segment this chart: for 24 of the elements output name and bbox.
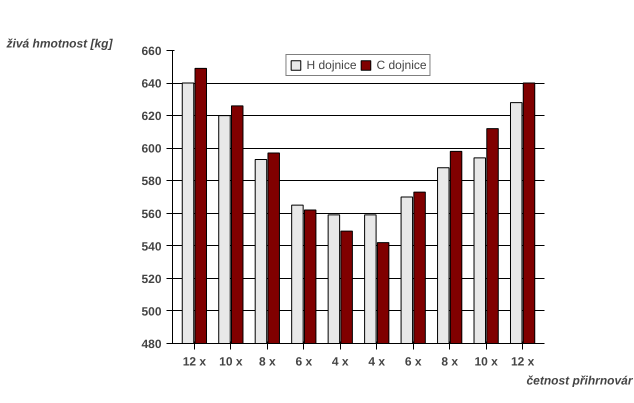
legend-label: H dojnice: [306, 58, 356, 72]
y-tick-label: 540: [141, 239, 162, 254]
y-tick-label: 560: [141, 206, 162, 221]
y-tick-label: 520: [141, 272, 162, 286]
x-tick-label: 8 x: [258, 354, 276, 368]
x-tick-label: 12 x: [182, 354, 206, 368]
y-tick-label: 580: [141, 174, 162, 188]
y-tick-label: 600: [141, 142, 162, 156]
x-tick-label: 6 x: [404, 354, 422, 368]
x-tick-label: 6 x: [295, 354, 312, 368]
y-tick-label: 500: [141, 304, 162, 318]
x-tick-label: 10 x: [474, 354, 498, 368]
y-tick-label: 620: [141, 109, 162, 124]
y-tick-label: 640: [141, 76, 162, 91]
x-tick-label: 8 x: [441, 354, 458, 368]
x-tick-label: 10 x: [219, 354, 243, 368]
x-tick-label: 4 x: [368, 354, 386, 368]
x-tick-label: 4 x: [332, 354, 349, 368]
x-axis-title: četnost přihrnovár: [526, 374, 634, 388]
y-axis-title: živá hmotnost [kg]: [6, 36, 114, 50]
y-tick-label: 660: [141, 44, 162, 58]
x-tick-label: 12 x: [510, 354, 535, 368]
y-tick-label: 480: [141, 337, 162, 351]
legend-label: C dojnice: [376, 58, 427, 72]
